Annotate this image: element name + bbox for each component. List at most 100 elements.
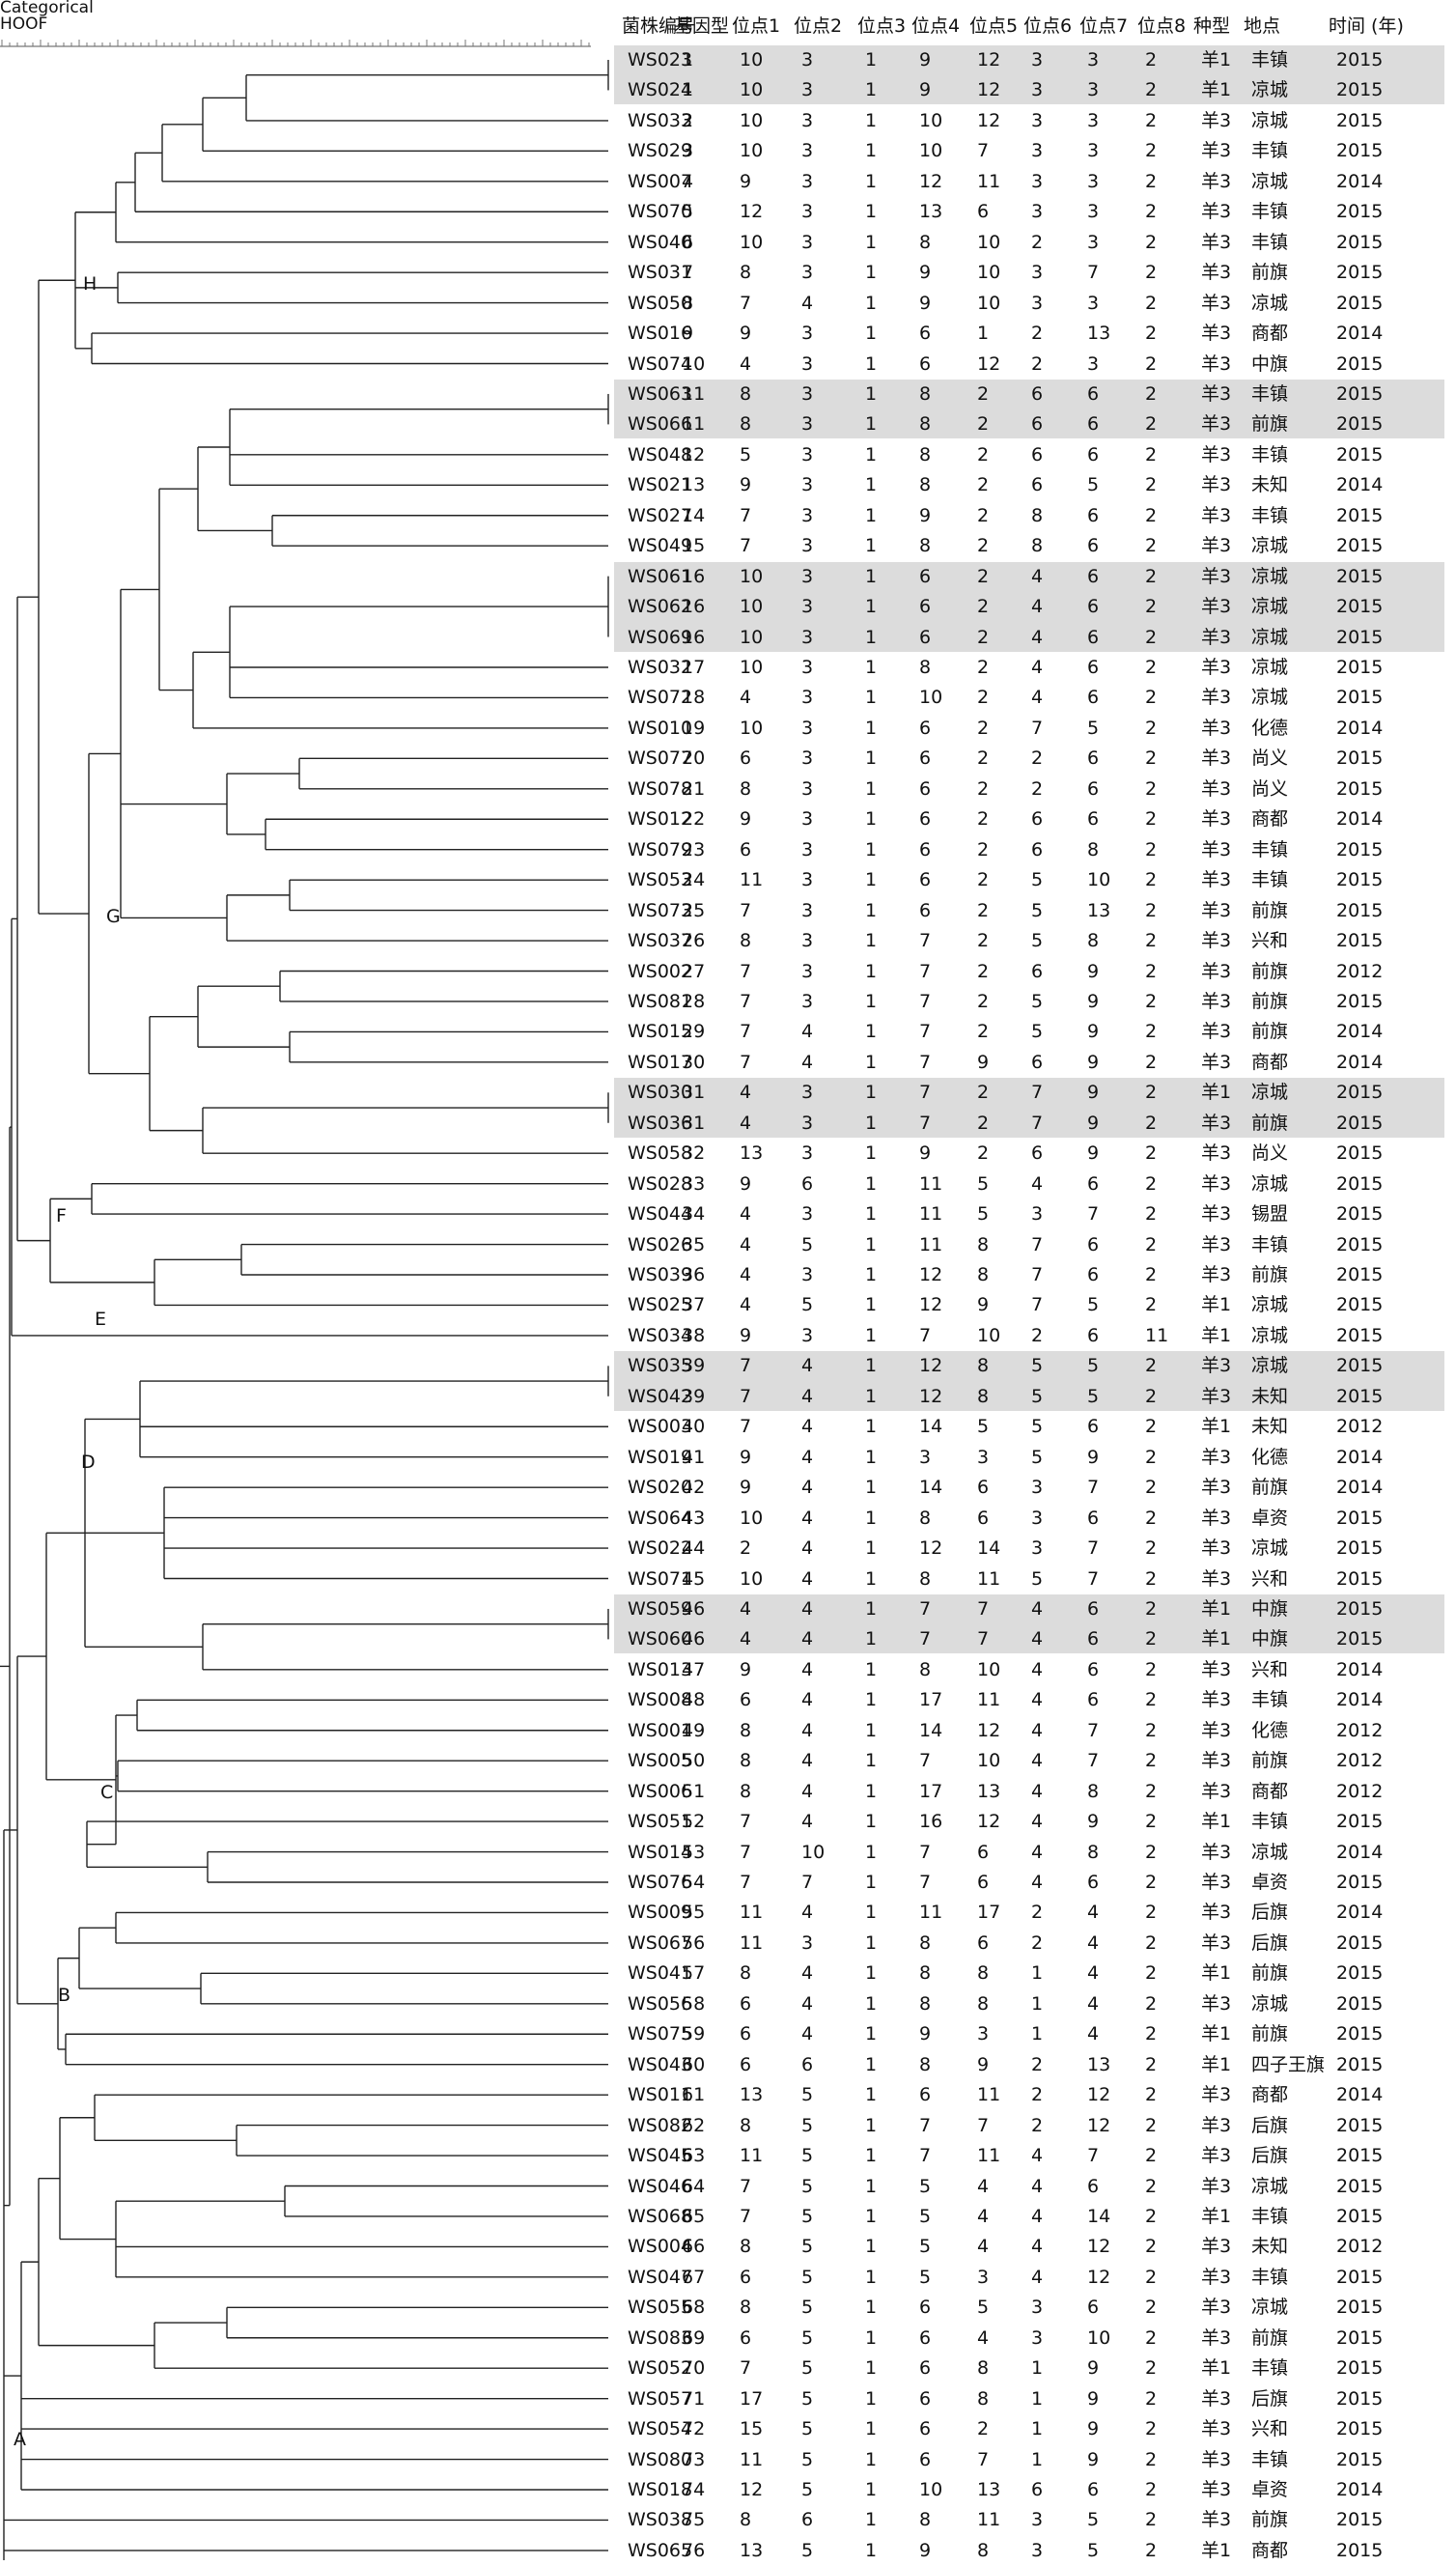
table-cell: 2: [1145, 2357, 1158, 2380]
table-cell: 丰镇: [1251, 869, 1289, 891]
table-cell: 11: [977, 2084, 1001, 2106]
table-row: WS060 46 4 4 1 7 7 4 6 2 羊1 中旗 2015: [0, 1624, 1456, 1654]
table-row: WS065 76 13 5 1 9 8 3 5 2 羊1 商都 2015: [0, 2536, 1456, 2566]
table-cell: 6: [919, 2418, 932, 2440]
table-cell: 7: [1031, 717, 1044, 739]
table-cell: 39: [682, 1385, 706, 1407]
table-cell: 10: [740, 109, 764, 131]
table-cell: 7: [919, 990, 932, 1012]
table-cell: 3: [1031, 1507, 1044, 1529]
table-cell: 1: [865, 49, 878, 70]
table-cell: 2015: [1336, 2509, 1384, 2531]
table-cell: 羊3: [1201, 1021, 1232, 1043]
table-cell: 14: [682, 504, 706, 526]
table-cell: 2: [1145, 1203, 1158, 1226]
table-cell: 2: [1145, 1750, 1158, 1772]
table-cell: 羊3: [1201, 777, 1232, 800]
table-cell: 26: [682, 930, 706, 952]
table-cell: 6: [919, 565, 932, 587]
table-cell: 2: [977, 717, 990, 739]
table-cell: WS003: [628, 1416, 693, 1438]
table-cell: 后旗: [1251, 1902, 1289, 1924]
cluster-label: E: [95, 1309, 106, 1330]
table-cell: 11: [977, 1567, 1001, 1590]
table-cell: 凉城: [1251, 1082, 1289, 1104]
table-cell: 10: [919, 2479, 943, 2500]
table-cell: 2014: [1336, 1658, 1384, 1680]
table-cell: 6: [1031, 382, 1044, 405]
table-cell: 3: [1031, 201, 1044, 223]
table-cell: 4: [1087, 2023, 1100, 2045]
table-cell: 2: [1031, 352, 1044, 375]
table-cell: 4: [1031, 596, 1044, 618]
table-cell: 2: [1145, 1294, 1158, 1316]
column-header: 地点: [1244, 15, 1281, 37]
table-cell: 8: [919, 1962, 932, 1985]
table-cell: 42: [682, 1477, 706, 1499]
table-cell: 7: [919, 1872, 932, 1893]
table-row: WS022 44 2 4 1 12 14 3 7 2 羊3 凉城 2015: [0, 1534, 1456, 1564]
table-cell: 10: [740, 717, 764, 739]
table-cell: 71: [682, 2387, 706, 2410]
table-cell: 6: [1087, 1172, 1100, 1195]
table-cell: WS081: [628, 990, 693, 1012]
table-cell: WS019: [628, 1446, 693, 1468]
table-cell: 2: [977, 504, 990, 526]
table-cell: 2: [1145, 2205, 1158, 2227]
table-cell: 3: [801, 413, 814, 436]
table-cell: 6: [740, 838, 752, 860]
table-cell: 10: [1087, 2326, 1111, 2349]
table-cell: 2: [1145, 1872, 1158, 1893]
table-cell: 4: [801, 1355, 814, 1377]
table-row: WS059 46 4 4 1 7 7 4 6 2 羊1 中旗 2015: [0, 1594, 1456, 1624]
table-cell: 2: [1145, 1658, 1158, 1680]
table-cell: 2: [977, 869, 990, 891]
table-cell: 6: [1087, 2175, 1100, 2197]
table-row: WS062 16 10 3 1 6 2 4 6 2 羊3 凉城 2015: [0, 592, 1456, 622]
table-cell: 1: [1031, 1962, 1044, 1985]
table-row: WS072 18 4 3 1 10 2 4 6 2 羊3 凉城 2015: [0, 683, 1456, 713]
table-cell: 6: [919, 2084, 932, 2106]
table-cell: 76: [682, 2539, 706, 2561]
table-cell: 4: [801, 1992, 814, 2015]
table-cell: 羊1: [1201, 2205, 1232, 2227]
table-cell: 1: [865, 869, 878, 891]
table-cell: 2: [1031, 1324, 1044, 1346]
table-cell: 9: [919, 292, 932, 314]
table-cell: 6: [1031, 2479, 1044, 2500]
table-cell: 1: [865, 808, 878, 831]
table-cell: 11: [1145, 1324, 1169, 1346]
table-cell: 14: [1087, 2205, 1111, 2227]
column-header: 位点5: [969, 15, 1019, 37]
table-cell: 4: [740, 1294, 752, 1316]
table-cell: 11: [977, 1689, 1001, 1711]
table-cell: 5: [801, 2114, 814, 2136]
table-cell: 10: [977, 1750, 1001, 1772]
table-row: WS035 39 7 4 1 12 8 5 5 2 羊3 凉城 2015: [0, 1351, 1456, 1381]
table-cell: 2: [1145, 1082, 1158, 1104]
table-cell: 羊3: [1201, 930, 1232, 952]
table-cell: 羊3: [1201, 1112, 1232, 1134]
table-cell: 12: [919, 170, 943, 192]
table-cell: 15: [682, 535, 706, 557]
table-cell: 7: [740, 1841, 752, 1863]
table-cell: 1: [1031, 2023, 1044, 2045]
table-cell: 羊3: [1201, 808, 1232, 831]
table-cell: 凉城: [1251, 109, 1289, 131]
table-cell: WS037: [628, 930, 693, 952]
table-cell: 4: [1031, 1628, 1044, 1650]
table-cell: 兴和: [1251, 1658, 1289, 1680]
table-cell: 2: [1031, 2084, 1044, 2106]
table-cell: 羊3: [1201, 352, 1232, 375]
table-cell: WS008: [628, 1689, 693, 1711]
column-header: 菌株编号: [622, 15, 696, 37]
table-cell: 1: [865, 1962, 878, 1985]
table-cell: WS036: [628, 1112, 693, 1134]
table-cell: 5: [801, 2266, 814, 2288]
table-cell: 羊3: [1201, 1841, 1232, 1863]
table-cell: WS026: [628, 1233, 693, 1255]
table-cell: 商都: [1251, 323, 1289, 345]
table-row: WS031 7 8 3 1 9 10 3 7 2 羊3 前旗 2015: [0, 258, 1456, 288]
table-cell: 前旗: [1251, 2023, 1289, 2045]
table-cell: 2014: [1336, 170, 1384, 192]
